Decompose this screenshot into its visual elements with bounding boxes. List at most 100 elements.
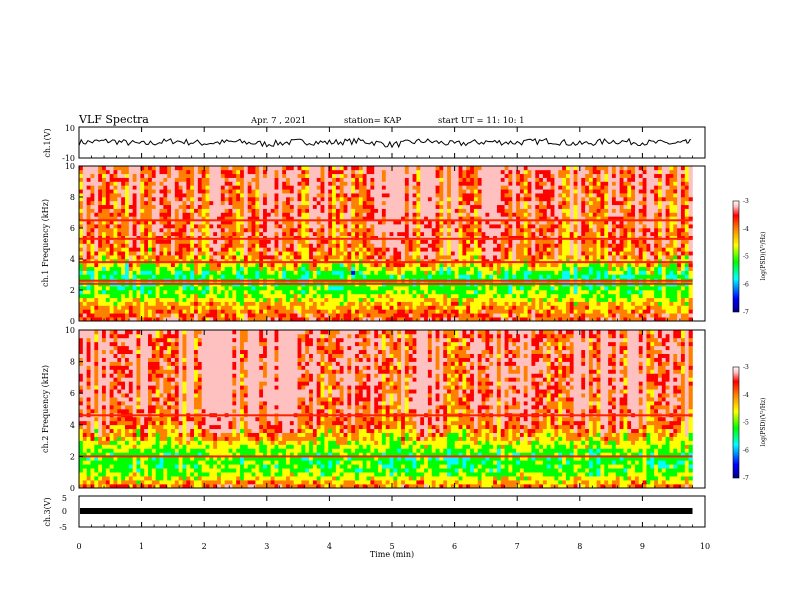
spectrogram-cell [450,181,456,186]
spectrogram-cell [539,251,544,256]
spectrogram-cell [98,301,103,306]
spectrogram-cell [109,177,114,182]
spectrogram-cell [259,262,264,268]
spectrogram-cell [155,270,160,275]
spectrogram-cell [370,293,375,299]
spectrogram-cell [182,212,187,217]
spectrogram-cell [171,251,176,256]
spectrogram-cell [450,231,456,237]
spectrogram-cell [94,216,99,221]
spectrogram-cell [247,166,252,171]
spectrogram-cell [431,270,436,275]
spectrogram-cell [301,231,306,237]
spectrogram-cell [301,166,306,171]
spectrogram-cell [174,309,179,314]
spectrogram-cell [117,228,122,233]
spectrogram-cell [148,293,153,299]
spectrogram-cell [439,220,444,225]
spectrogram-cell [339,286,344,291]
spectrogram-cell [209,313,214,318]
spectrogram-cell [151,309,156,314]
spectrogram-cell [408,255,413,260]
spectrogram-cell [358,259,364,264]
spectrogram-cell [454,197,459,202]
spectrogram-cell [404,220,410,225]
spectrogram-cell [255,181,260,186]
spectrogram-cell [542,208,548,213]
spectrogram-cell [347,169,352,175]
spectrogram-cell [477,239,482,244]
spectrogram-cell [332,177,337,182]
spectrogram-cell [355,173,360,178]
spectrogram-cell [404,197,410,202]
spectrogram-cell [240,255,245,260]
spectrogram-cell [259,317,264,322]
spectrogram-cell [489,189,494,194]
spectrogram-cell [213,297,218,302]
spectrogram-cell [136,301,141,306]
spectrogram-cell [190,220,195,225]
spectrogram-cell [102,177,107,182]
spectrogram-cell [174,212,179,217]
spectrogram-cell [397,231,402,237]
spectrogram-cell [401,262,406,268]
spectrogram-cell [550,212,555,217]
spectrogram-cell [431,259,436,264]
spectrogram-cell [496,231,502,237]
spectrogram-cell [194,262,199,268]
spectrogram-cell [121,197,126,202]
spectrogram-cell [105,177,110,182]
spectrogram-cell [362,297,367,302]
spectrogram-cell [489,262,494,268]
spectrogram-cell [332,185,337,190]
spectrogram-cell [347,305,352,310]
spectrogram-cell [266,270,272,275]
spectrogram-cell [374,262,379,268]
spectrogram-cell [542,189,548,194]
spectrogram-cell [431,309,436,314]
spectrogram-cell [320,216,325,221]
spectrogram-cell [228,290,233,295]
spectrogram-cell [404,259,410,264]
spectrogram-cell [519,266,525,271]
spectrogram-cell [535,212,540,217]
spectrogram-cell [125,247,130,252]
spectrogram-cell [86,290,91,295]
spectrogram-cell [190,251,195,256]
spectrogram-cell [462,297,467,302]
spectrogram-cell [473,193,479,198]
figure-title: VLF Spectra [78,113,149,126]
spectrogram-cell [209,189,214,194]
spectrogram-cell [404,239,410,244]
spectrogram-cell [347,301,352,306]
spectrogram-cell [144,212,149,217]
spectrogram-cell [205,231,210,237]
spectrogram-cell [132,181,137,186]
spectrogram-cell [516,251,521,256]
spectrogram-cell [489,166,494,171]
spectrogram-cell [408,185,413,190]
spectrogram-cell [531,309,536,314]
spectrogram-cell [167,204,172,209]
spectrogram-cell [420,290,425,295]
spectrogram-cell [105,305,110,310]
spectrogram-cell [86,262,91,268]
spectrogram-cell [477,216,482,221]
spectrogram-cell [201,239,206,244]
spectrogram-cell [278,200,283,206]
spectrogram-cell [370,270,375,275]
spectrogram-cell [347,239,352,244]
spectrogram-cell [535,228,540,233]
spectrogram-cell [132,290,137,295]
spectrogram-cell [289,231,295,237]
spectrogram-cell [389,216,394,221]
spectrogram-cell [466,220,471,225]
spectrogram-cell [381,204,387,209]
spectrogram-cell [531,270,536,275]
spectrogram-cell [167,297,172,302]
spectrogram-cell [504,200,509,206]
spectrogram-cell [79,270,84,275]
spectrogram-cell [328,231,333,237]
spectrogram-cell [542,197,548,202]
spectrogram-cell [424,305,429,310]
